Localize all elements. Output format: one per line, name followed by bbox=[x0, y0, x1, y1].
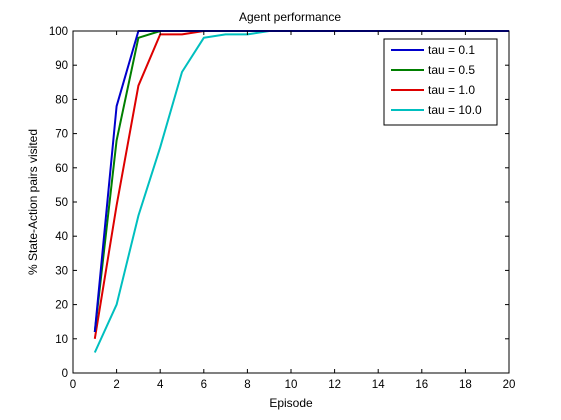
y-axis-label: % State-Action pairs visited bbox=[26, 129, 40, 275]
y-tick-label: 60 bbox=[55, 163, 68, 175]
y-tick-label: 0 bbox=[62, 368, 68, 380]
y-tick-label: 100 bbox=[49, 26, 68, 38]
x-tick-label: 0 bbox=[70, 379, 76, 391]
x-tick-label: 10 bbox=[285, 379, 298, 391]
x-tick-label: 2 bbox=[113, 379, 119, 391]
legend: tau = 0.1 tau = 0.5 tau = 1.0 tau = 10.0 bbox=[383, 38, 498, 126]
y-tick-label: 30 bbox=[55, 265, 68, 277]
x-tick-label: 4 bbox=[157, 379, 164, 391]
x-tick-label: 8 bbox=[244, 379, 250, 391]
chart-title: Agent performance bbox=[239, 10, 341, 24]
y-tick-label: 20 bbox=[55, 300, 68, 312]
y-tick-label: 40 bbox=[55, 231, 68, 243]
y-tick-label: 50 bbox=[55, 197, 68, 209]
x-tick-label: 18 bbox=[459, 379, 472, 391]
x-tick-label: 14 bbox=[372, 379, 385, 391]
legend-label: tau = 10.0 bbox=[428, 103, 482, 117]
ticks-layer: 0 2 4 6 8 10 12 14 16 18 20 0 10 20 30 40 50 60 70 80 90 100 bbox=[49, 26, 516, 391]
y-tick-label: 70 bbox=[55, 129, 68, 141]
x-tick-label: 12 bbox=[328, 379, 341, 391]
x-tick-label: 16 bbox=[415, 379, 428, 391]
legend-label: tau = 0.1 bbox=[428, 43, 475, 57]
x-tick-label: 6 bbox=[201, 379, 207, 391]
x-axis-label: Episode bbox=[269, 396, 313, 410]
legend-label: tau = 1.0 bbox=[428, 83, 475, 97]
x-tick-label: 20 bbox=[503, 379, 516, 391]
y-tick-label: 10 bbox=[55, 334, 68, 346]
y-tick-label: 80 bbox=[55, 94, 68, 106]
y-tick-label: 90 bbox=[55, 60, 68, 72]
legend-label: tau = 0.5 bbox=[428, 63, 475, 77]
